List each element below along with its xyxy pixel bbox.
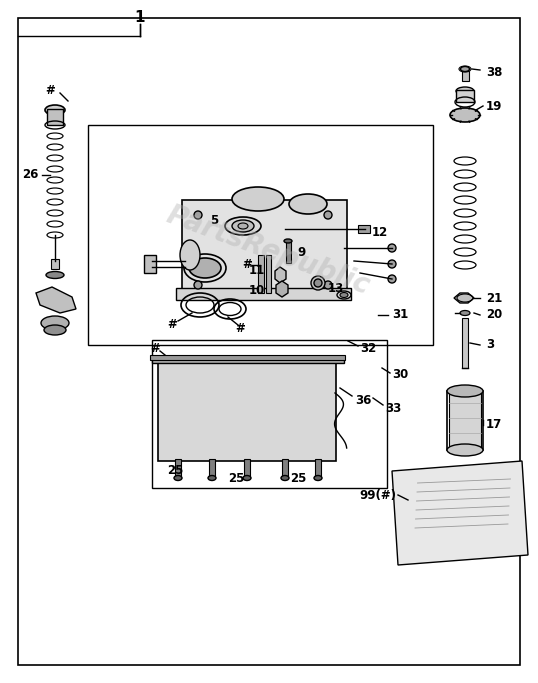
Ellipse shape <box>44 325 66 335</box>
Text: #: # <box>45 83 55 96</box>
Text: 36: 36 <box>355 393 371 406</box>
Text: 13: 13 <box>328 281 344 294</box>
Ellipse shape <box>232 187 284 211</box>
Circle shape <box>324 211 332 219</box>
Polygon shape <box>276 281 288 297</box>
Polygon shape <box>392 461 528 565</box>
Bar <box>282 459 288 478</box>
Ellipse shape <box>340 292 348 298</box>
Ellipse shape <box>243 475 251 481</box>
Bar <box>144 255 156 273</box>
Text: 25: 25 <box>167 464 183 477</box>
Ellipse shape <box>45 105 65 115</box>
Bar <box>152 340 387 488</box>
Ellipse shape <box>447 385 483 397</box>
Text: 10: 10 <box>249 283 265 296</box>
Text: 30: 30 <box>392 369 408 382</box>
Ellipse shape <box>447 444 483 456</box>
Text: 25: 25 <box>290 471 306 484</box>
Bar <box>209 459 215 478</box>
Text: #: # <box>235 322 245 335</box>
Bar <box>462 318 468 368</box>
Text: 33: 33 <box>385 402 401 415</box>
Circle shape <box>311 276 325 290</box>
Bar <box>286 241 291 263</box>
Bar <box>315 459 321 478</box>
Bar <box>358 225 370 233</box>
Text: 32: 32 <box>360 342 376 354</box>
Ellipse shape <box>456 87 474 95</box>
Ellipse shape <box>289 194 327 214</box>
Ellipse shape <box>174 475 182 481</box>
Polygon shape <box>275 267 286 283</box>
Text: 38: 38 <box>486 66 502 79</box>
Polygon shape <box>454 293 474 303</box>
Bar <box>182 200 347 295</box>
Ellipse shape <box>314 475 322 481</box>
Text: #: # <box>167 318 177 331</box>
Bar <box>88 125 433 345</box>
Text: 5: 5 <box>210 214 218 227</box>
Text: PartsRepublic: PartsRepublic <box>162 201 373 301</box>
Circle shape <box>324 281 332 289</box>
Bar <box>152 356 344 363</box>
Text: 17: 17 <box>486 419 502 432</box>
Ellipse shape <box>238 223 248 229</box>
Bar <box>258 255 264 293</box>
Circle shape <box>388 260 396 268</box>
Bar <box>47 109 63 125</box>
Text: #: # <box>150 342 160 354</box>
Text: 9: 9 <box>297 247 305 260</box>
Circle shape <box>194 281 202 289</box>
Circle shape <box>388 275 396 283</box>
Ellipse shape <box>189 258 221 278</box>
Bar <box>244 459 250 478</box>
Circle shape <box>314 279 322 287</box>
Bar <box>266 255 271 293</box>
Ellipse shape <box>180 240 200 270</box>
Ellipse shape <box>225 217 261 235</box>
Text: 19: 19 <box>486 100 502 113</box>
Text: 1: 1 <box>134 10 145 25</box>
Bar <box>449 393 481 448</box>
Text: 3: 3 <box>486 339 494 352</box>
Ellipse shape <box>208 475 216 481</box>
Text: 11: 11 <box>249 264 265 277</box>
Bar <box>51 259 59 269</box>
Text: 25: 25 <box>228 471 244 484</box>
Ellipse shape <box>46 272 64 279</box>
Bar <box>447 391 483 450</box>
Circle shape <box>194 211 202 219</box>
Text: 31: 31 <box>392 309 408 322</box>
Bar <box>462 71 469 81</box>
Ellipse shape <box>281 475 289 481</box>
Text: 21: 21 <box>486 292 502 305</box>
Text: 99(#): 99(#) <box>359 488 396 501</box>
Polygon shape <box>36 287 76 313</box>
Bar <box>158 358 336 461</box>
Text: 26: 26 <box>22 169 38 182</box>
Circle shape <box>388 244 396 252</box>
Ellipse shape <box>232 220 254 232</box>
Text: 20: 20 <box>486 309 502 322</box>
Ellipse shape <box>450 108 480 122</box>
Bar <box>150 355 345 360</box>
Text: 12: 12 <box>372 227 388 240</box>
Ellipse shape <box>41 316 69 330</box>
Ellipse shape <box>284 239 292 243</box>
Text: #: # <box>242 258 252 272</box>
Bar <box>176 288 351 300</box>
Ellipse shape <box>461 66 470 72</box>
Bar <box>456 90 474 102</box>
Bar <box>175 459 181 478</box>
Ellipse shape <box>460 311 470 316</box>
